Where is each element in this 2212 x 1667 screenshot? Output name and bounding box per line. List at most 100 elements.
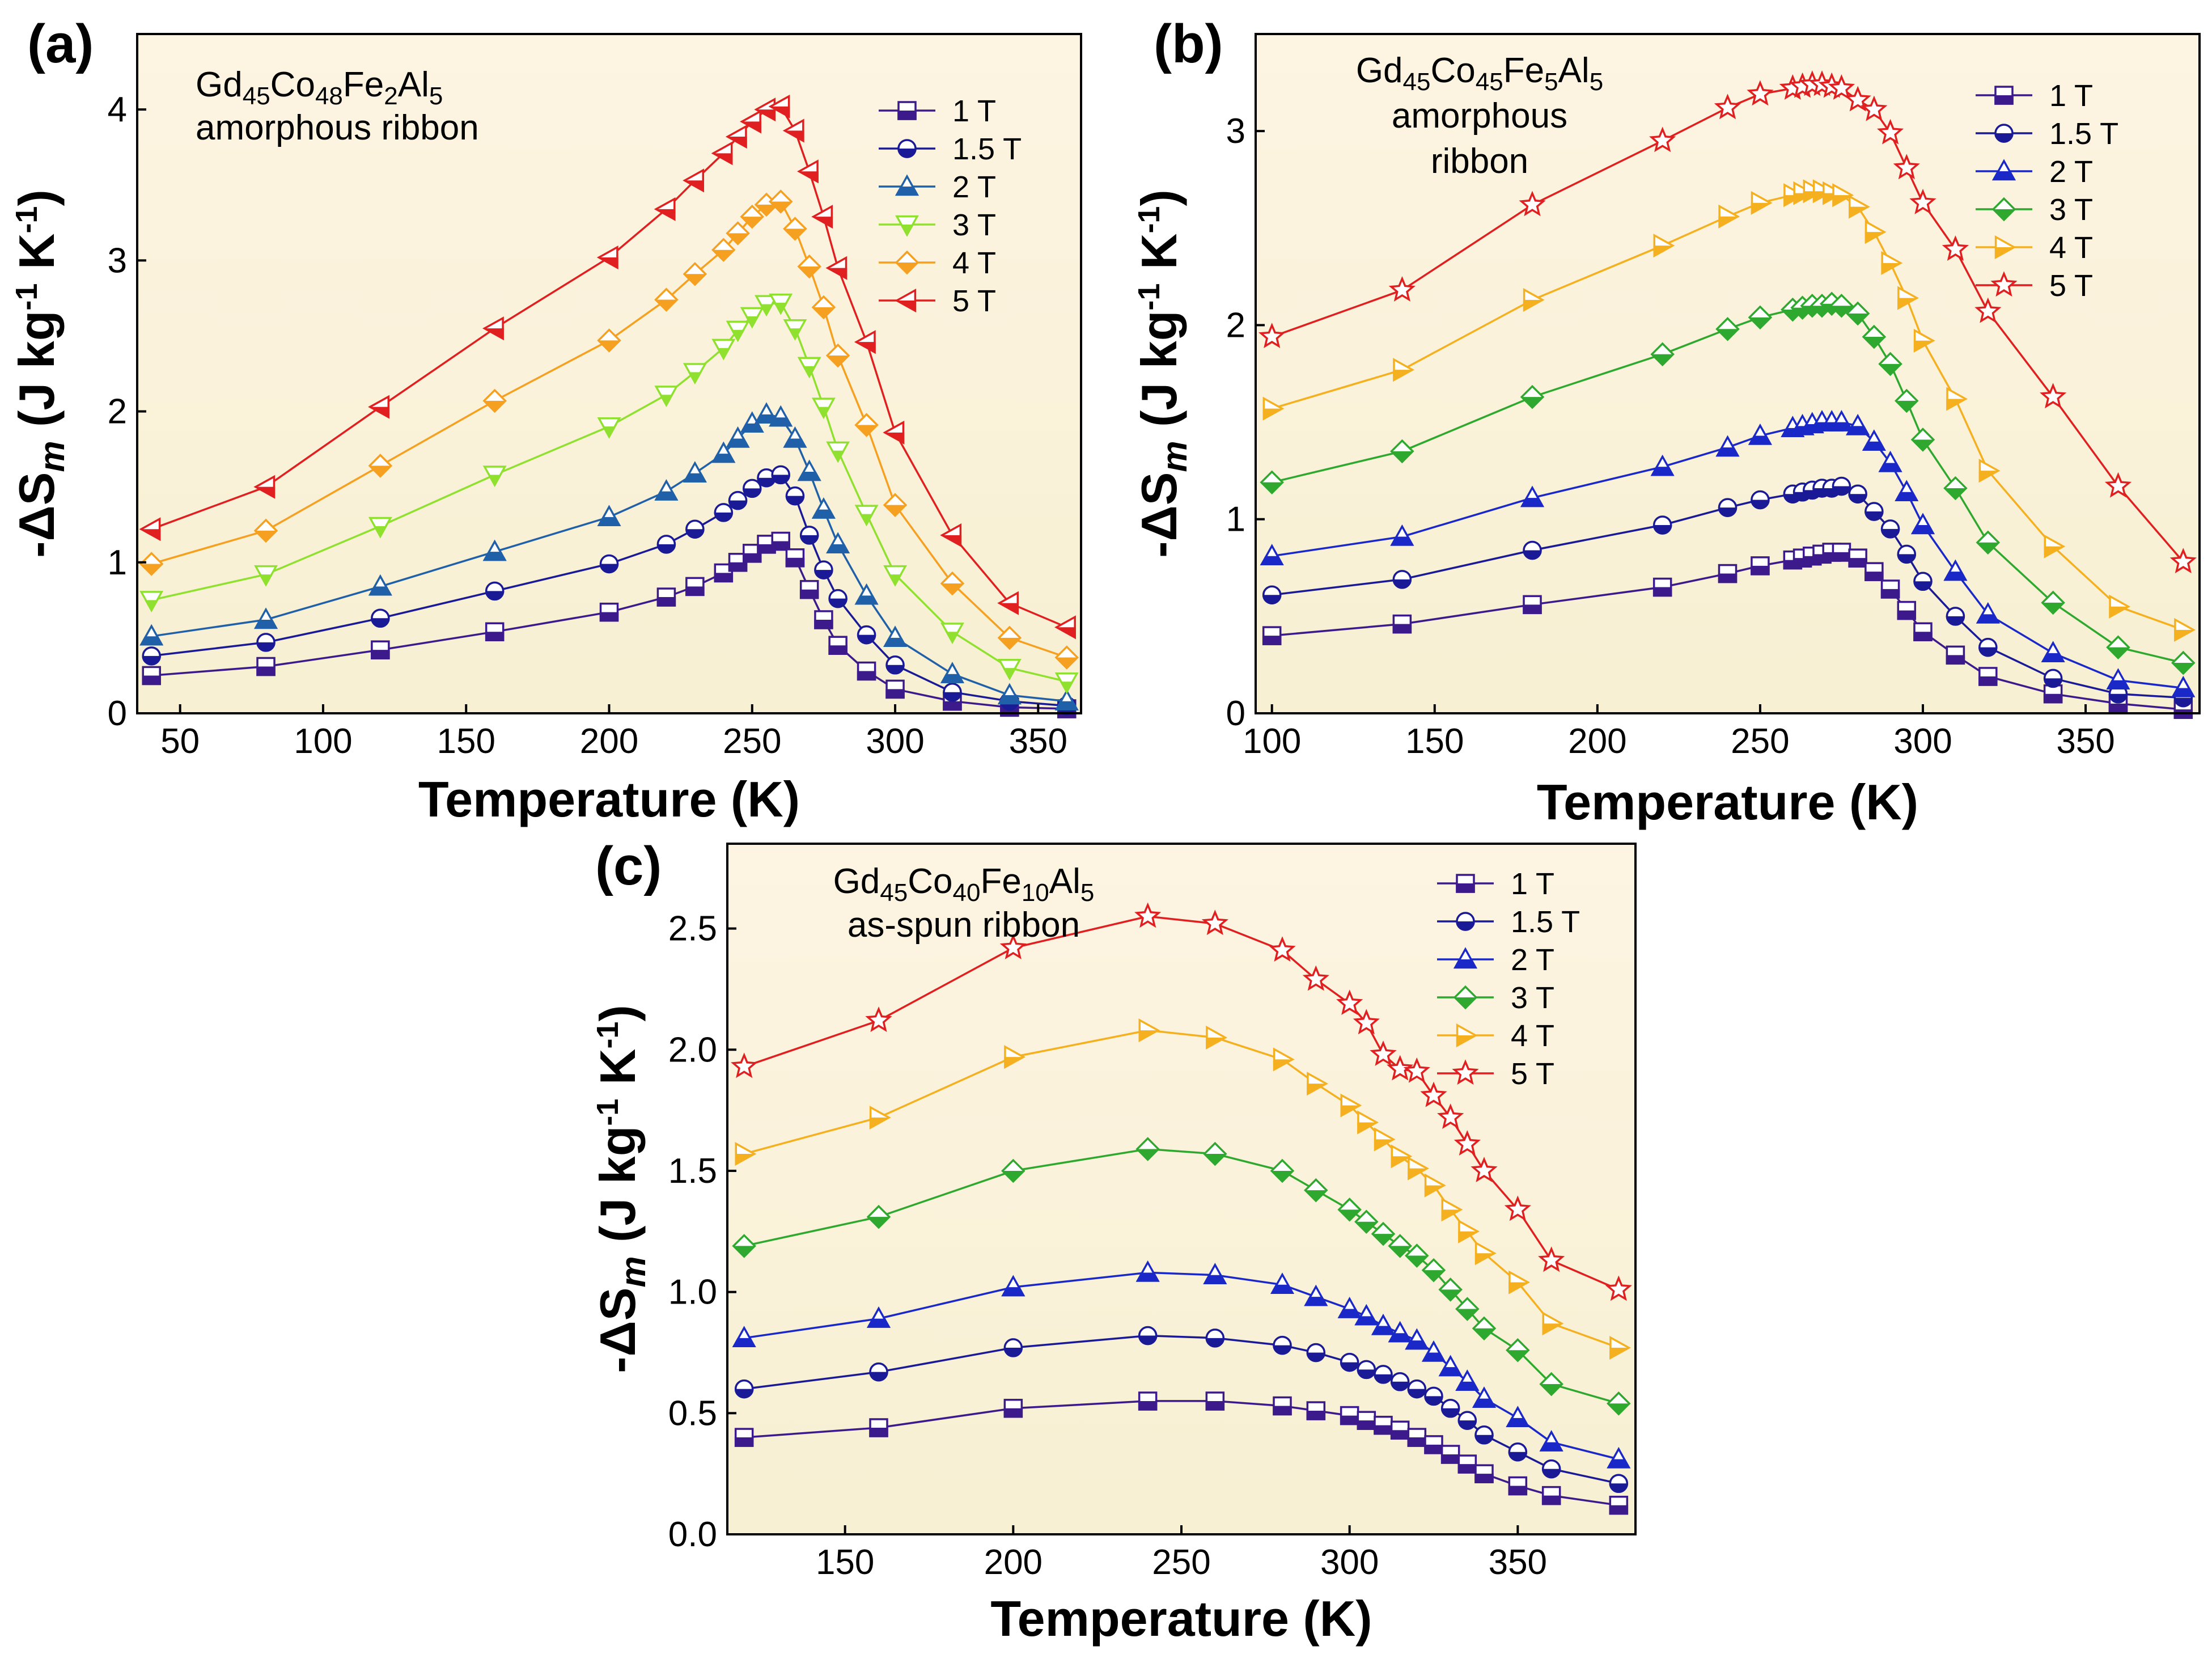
series-4T xyxy=(139,189,1079,670)
data-point xyxy=(1134,902,1162,928)
x-tick-label: 200 xyxy=(984,1543,1043,1582)
y-axis-title: -ΔSm (J kg-1 K-1) xyxy=(590,1005,653,1373)
data-point xyxy=(1388,276,1416,302)
x-tick-label: 200 xyxy=(580,722,638,761)
data-point xyxy=(1420,1081,1447,1107)
composition-label: Gd45Co40Fe10Al5 xyxy=(833,862,1095,907)
y-tick-label: 2.0 xyxy=(668,1030,717,1069)
legend-label: 1 T xyxy=(952,94,996,128)
x-tick-label: 250 xyxy=(1152,1543,1210,1582)
y-tick-label: 0.5 xyxy=(668,1394,717,1433)
data-point xyxy=(1538,1246,1565,1272)
annotation-text: amorphous ribbon xyxy=(196,108,479,147)
plot-frame xyxy=(1255,33,2201,714)
y-tick-label: 0 xyxy=(1226,694,1245,733)
x-tick-label: 100 xyxy=(1243,722,1301,761)
plot-area xyxy=(137,34,1081,713)
series-3T xyxy=(732,1137,1631,1416)
x-axis-title: Temperature (K) xyxy=(1537,774,1918,830)
x-tick-label: 300 xyxy=(1893,722,1952,761)
data-point xyxy=(2040,383,2067,409)
y-tick-label: 2 xyxy=(108,392,127,431)
series-3T xyxy=(139,293,1079,694)
series-5T xyxy=(731,902,1632,1301)
plot-area xyxy=(1256,34,2200,713)
annotation-text: ribbon xyxy=(1431,142,1528,181)
series-4T xyxy=(1262,179,2196,642)
legend-label: 1.5 T xyxy=(1511,905,1580,939)
panel-label: (b) xyxy=(1154,14,1223,74)
data-point xyxy=(1649,126,1676,153)
data-point xyxy=(1942,235,1969,261)
data-point xyxy=(999,933,1027,959)
annotation-text: amorphous xyxy=(1392,96,1567,136)
data-point xyxy=(2169,548,2197,574)
data-point xyxy=(1454,1130,1481,1156)
data-point xyxy=(865,1006,892,1033)
data-point xyxy=(1605,1275,1632,1301)
legend-label: 5 T xyxy=(1511,1057,1554,1091)
legend: 1 T 1.5 T 2 T 3 T 4 T 5 T xyxy=(1976,79,2118,303)
series-4T xyxy=(735,1018,1631,1360)
composition-label: Gd45Co48Fe2Al5 xyxy=(196,65,443,110)
legend-label: 4 T xyxy=(952,246,996,280)
chart-panel-c: 150 200 250 300 350 0.0 0.5 1.0 1.5 2.0 2.5 Tempera… xyxy=(590,836,1637,1647)
data-point xyxy=(1714,94,1741,120)
y-tick-label: 1.0 xyxy=(668,1273,717,1312)
x-tick-label: 50 xyxy=(160,722,200,761)
legend: 1 T 1.5 T 2 T 3 T 4 T 5 T xyxy=(879,94,1022,318)
x-axis-title: Temperature (K) xyxy=(990,1590,1372,1647)
data-point xyxy=(1504,1195,1531,1221)
x-tick-label: 250 xyxy=(1731,722,1789,761)
data-point xyxy=(1519,191,1546,217)
series-1_5T xyxy=(142,465,1077,716)
data-point xyxy=(1302,965,1329,991)
y-tick-label: 0 xyxy=(108,694,127,733)
data-point xyxy=(1974,297,2002,323)
legend-label: 3 T xyxy=(2049,193,2093,227)
series-3T xyxy=(1260,291,2196,675)
composition-label: Gd45Co45Fe5Al5 xyxy=(1356,51,1603,96)
data-point xyxy=(731,1052,758,1078)
x-tick-label: 350 xyxy=(1489,1543,1547,1582)
data-point xyxy=(2104,472,2132,498)
legend-label: 1 T xyxy=(2049,79,2093,113)
legend-label: 5 T xyxy=(2049,269,2093,303)
y-tick-label: 4 xyxy=(108,90,127,129)
legend-marker xyxy=(1990,271,2018,297)
x-tick-label: 350 xyxy=(1009,722,1067,761)
data-point xyxy=(1201,909,1228,936)
data-point xyxy=(1353,1009,1380,1035)
panel-label: (a) xyxy=(27,14,94,74)
data-point xyxy=(1403,1057,1430,1083)
data-point xyxy=(1893,154,1920,180)
y-tick-label: 3 xyxy=(108,241,127,280)
legend-label: 1 T xyxy=(1511,867,1554,901)
data-point xyxy=(1269,936,1296,962)
series-2T xyxy=(1260,409,2196,697)
data-point xyxy=(1437,1103,1464,1129)
legend-label: 3 T xyxy=(1511,981,1554,1015)
legend-label: 1.5 T xyxy=(952,132,1022,166)
x-tick-label: 100 xyxy=(294,722,352,761)
x-axis-title: Temperature (K) xyxy=(418,771,800,827)
y-tick-label: 2 xyxy=(1226,306,1245,345)
legend-marker xyxy=(1452,1059,1479,1085)
y-tick-label: 0.0 xyxy=(668,1515,717,1554)
y-tick-label: 1 xyxy=(1226,500,1245,539)
data-point xyxy=(1258,323,1286,348)
legend-label: 4 T xyxy=(2049,231,2093,265)
legend-label: 1.5 T xyxy=(2049,117,2118,151)
y-tick-label: 1.5 xyxy=(668,1152,717,1191)
x-tick-label: 300 xyxy=(1320,1543,1379,1582)
series-2T xyxy=(139,402,1079,710)
chart-panel-a: 50 100 150 200 250 300 350 0 1 2 3 4 Temperature (K)… xyxy=(9,14,1082,827)
panel-label: (c) xyxy=(595,836,662,896)
x-tick-label: 150 xyxy=(437,722,495,761)
data-point xyxy=(1909,188,1936,214)
series-5T xyxy=(1258,70,2197,574)
series-5T xyxy=(139,94,1076,640)
series-2T xyxy=(732,1260,1631,1469)
data-point xyxy=(1387,1055,1414,1081)
